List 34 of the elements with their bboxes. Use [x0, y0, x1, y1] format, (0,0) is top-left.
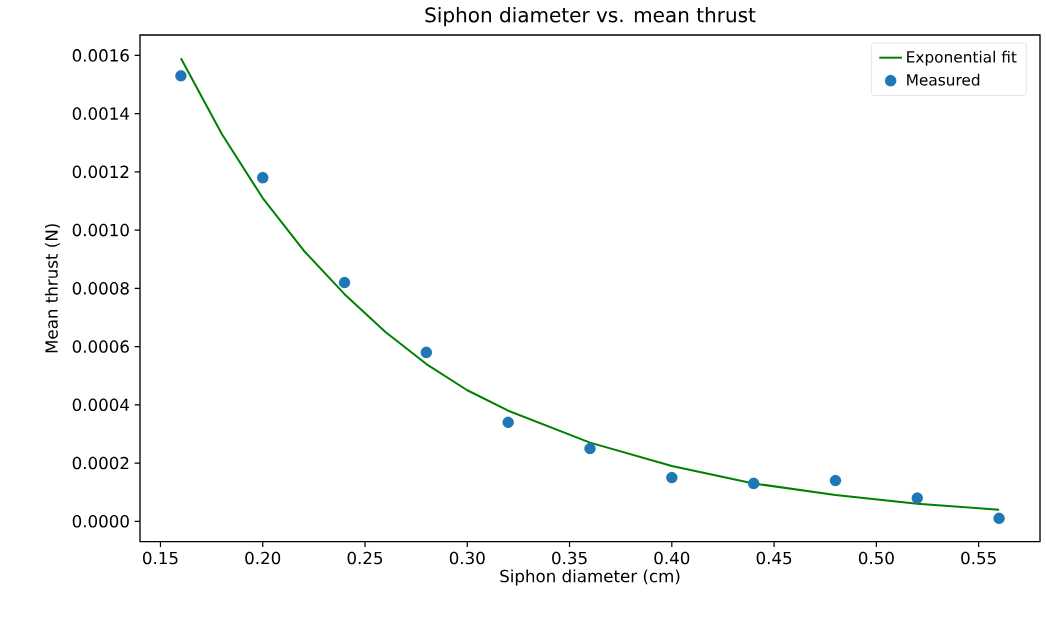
point — [829, 474, 842, 487]
x-tick-label: 0.35 — [552, 551, 587, 565]
x-tick-label: 0.55 — [961, 551, 996, 565]
legend-label: Exponential fit — [907, 50, 1017, 66]
x-tick-label: 0.25 — [347, 551, 383, 565]
x-axis-title: Siphon diameter (cm) — [500, 569, 680, 586]
point — [584, 442, 596, 455]
x-tick-label: 0.20 — [245, 551, 281, 565]
x-tick-label: 0.40 — [654, 551, 690, 565]
y-tick-label: 0.0014 — [72, 107, 129, 120]
x-tick-label: 0.15 — [143, 551, 178, 565]
legend-label: Measured — [907, 73, 980, 86]
y-tick-label: 0.0000 — [72, 514, 129, 528]
y-tick-label: 0.0002 — [72, 456, 129, 470]
y-tick-label: 0.0008 — [72, 282, 129, 295]
y-tick-label: 0.0016 — [72, 49, 129, 62]
chart-title: Siphon diameter vs. mean thrust — [425, 6, 756, 27]
point — [502, 416, 514, 428]
point — [257, 172, 269, 184]
point — [175, 70, 187, 82]
y-tick-label: 0.0004 — [72, 398, 129, 412]
y-tick-label: 0.0012 — [72, 165, 129, 179]
y-axis-title: Mean thrust (N) — [44, 224, 60, 353]
x-tick-label: 0.30 — [449, 551, 485, 565]
point — [420, 346, 433, 359]
point — [666, 471, 678, 484]
point — [911, 492, 923, 504]
point — [993, 512, 1005, 525]
point — [338, 276, 351, 289]
y-tick-label: 0.0010 — [72, 223, 129, 237]
y-tick-label: 0.0006 — [72, 340, 129, 353]
x-tick-label: 0.50 — [858, 551, 894, 565]
x-tick-label: 0.45 — [756, 551, 792, 565]
point — [747, 477, 760, 490]
